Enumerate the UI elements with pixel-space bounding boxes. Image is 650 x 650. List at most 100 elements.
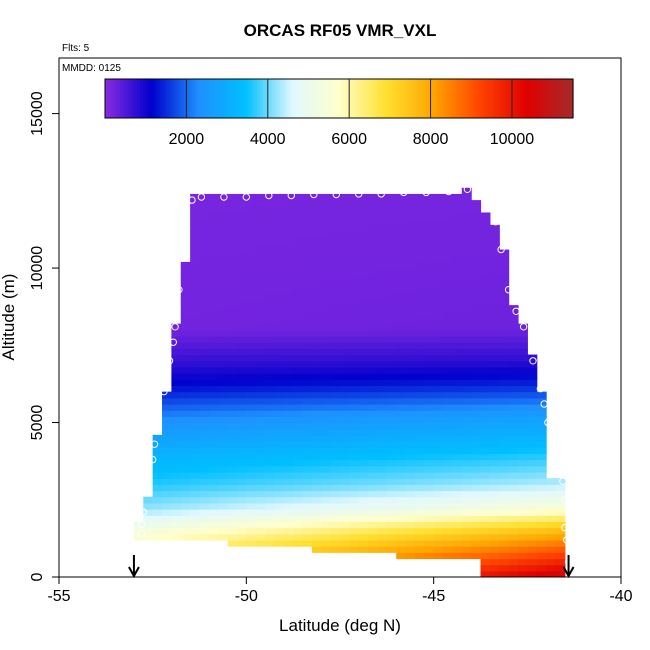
heatmap-cell xyxy=(414,268,425,275)
heatmap-cell xyxy=(377,447,388,455)
colorbar-segment xyxy=(435,79,440,118)
heatmap-cell xyxy=(414,329,425,337)
heatmap-cell xyxy=(508,570,519,577)
heatmap-cell xyxy=(255,243,266,251)
heatmap-cell xyxy=(208,261,219,269)
heatmap-cell xyxy=(424,249,435,257)
heatmap-cell xyxy=(471,471,482,479)
heatmap-cell xyxy=(480,243,491,251)
heatmap-cell xyxy=(330,478,341,485)
heatmap-cell xyxy=(377,515,388,522)
heatmap-cell xyxy=(471,329,482,337)
heatmap-cell xyxy=(190,336,201,343)
heatmap-cell xyxy=(340,292,350,300)
heatmap-cell xyxy=(368,193,379,201)
heatmap-cell xyxy=(424,521,435,529)
heatmap-cell xyxy=(396,502,407,510)
colorbar-segment xyxy=(494,79,498,118)
heatmap-cell xyxy=(386,447,397,455)
heatmap-cell xyxy=(311,471,322,479)
heatmap-cell xyxy=(246,391,257,399)
heatmap-cell xyxy=(461,193,472,201)
heatmap-cell xyxy=(274,385,285,393)
heatmap-cell xyxy=(527,515,538,522)
heatmap-cell xyxy=(480,329,491,337)
heatmap-cell xyxy=(489,311,500,319)
heatmap-cell xyxy=(293,237,304,244)
colorbar-segment xyxy=(456,79,460,118)
heatmap-cell xyxy=(255,329,266,337)
heatmap-cell xyxy=(377,509,388,516)
heatmap-cell xyxy=(405,484,416,492)
heatmap-cell xyxy=(302,484,313,492)
heatmap-cell xyxy=(246,200,257,207)
heatmap-cell xyxy=(546,564,557,572)
heatmap-cell xyxy=(424,280,435,288)
heatmap-cell xyxy=(302,249,313,257)
heatmap-cell xyxy=(255,428,266,436)
heatmap-cell xyxy=(358,224,369,232)
heatmap-cell xyxy=(452,206,463,214)
heatmap-cell xyxy=(443,422,453,430)
colorbar-segment xyxy=(160,79,165,118)
heatmap-cell xyxy=(218,342,229,349)
heatmap-cell xyxy=(340,366,350,374)
heatmap-cell xyxy=(246,410,257,417)
heatmap-cell xyxy=(236,391,247,399)
heatmap-cell xyxy=(208,305,219,312)
heatmap-cell xyxy=(227,391,238,399)
heatmap-cell xyxy=(311,478,322,485)
heatmap-cell xyxy=(311,305,322,312)
heatmap-cell xyxy=(471,336,482,343)
heatmap-cell xyxy=(555,490,566,498)
heatmap-cell xyxy=(443,342,453,349)
heatmap-cell xyxy=(368,391,379,399)
heatmap-cell xyxy=(293,348,304,356)
heatmap-cell xyxy=(508,564,519,572)
heatmap-cell xyxy=(433,286,444,294)
heatmap-cell xyxy=(246,428,257,436)
heatmap-cell xyxy=(489,286,500,294)
heatmap-cell xyxy=(555,521,566,529)
heatmap-cell xyxy=(471,274,482,282)
heatmap-cell xyxy=(471,434,482,442)
heatmap-cell xyxy=(508,459,519,467)
heatmap-cell xyxy=(443,305,453,312)
heatmap-cell xyxy=(443,255,453,263)
heatmap-cell xyxy=(452,218,463,226)
heatmap-cell xyxy=(274,441,285,448)
colorbar-segment xyxy=(227,79,232,118)
heatmap-cell xyxy=(499,509,510,516)
heatmap-cell xyxy=(171,397,182,405)
heatmap-cell xyxy=(508,348,519,356)
heatmap-cell xyxy=(218,231,229,238)
heatmap-cell xyxy=(218,261,229,269)
heatmap-cell xyxy=(180,354,191,362)
heatmap-cell xyxy=(452,286,463,294)
heatmap-cell xyxy=(227,261,238,269)
heatmap-cell xyxy=(218,311,229,319)
heatmap-cell xyxy=(414,231,425,238)
heatmap-cell xyxy=(274,218,285,226)
heatmap-cell xyxy=(452,311,463,319)
heatmap-cell xyxy=(302,496,313,504)
heatmap-cell xyxy=(199,212,210,220)
heatmap-cell xyxy=(368,533,379,541)
track-marker xyxy=(197,193,206,201)
heatmap-cell xyxy=(546,546,557,553)
heatmap-cell xyxy=(199,422,210,430)
heatmap-cell xyxy=(311,261,322,269)
heatmap-cell xyxy=(283,533,294,541)
heatmap-cell xyxy=(358,280,369,288)
heatmap-cell xyxy=(499,305,510,312)
heatmap-cell xyxy=(527,447,538,455)
heatmap-cell xyxy=(190,329,201,337)
heatmap-cell xyxy=(452,366,463,374)
y-tick-label: 15000 xyxy=(29,91,46,136)
heatmap-cell xyxy=(199,441,210,448)
heatmap-cell xyxy=(152,471,163,479)
heatmap-cell xyxy=(218,218,229,226)
heatmap-cell xyxy=(190,379,201,387)
heatmap-cell xyxy=(171,379,182,387)
track-marker xyxy=(154,418,163,427)
